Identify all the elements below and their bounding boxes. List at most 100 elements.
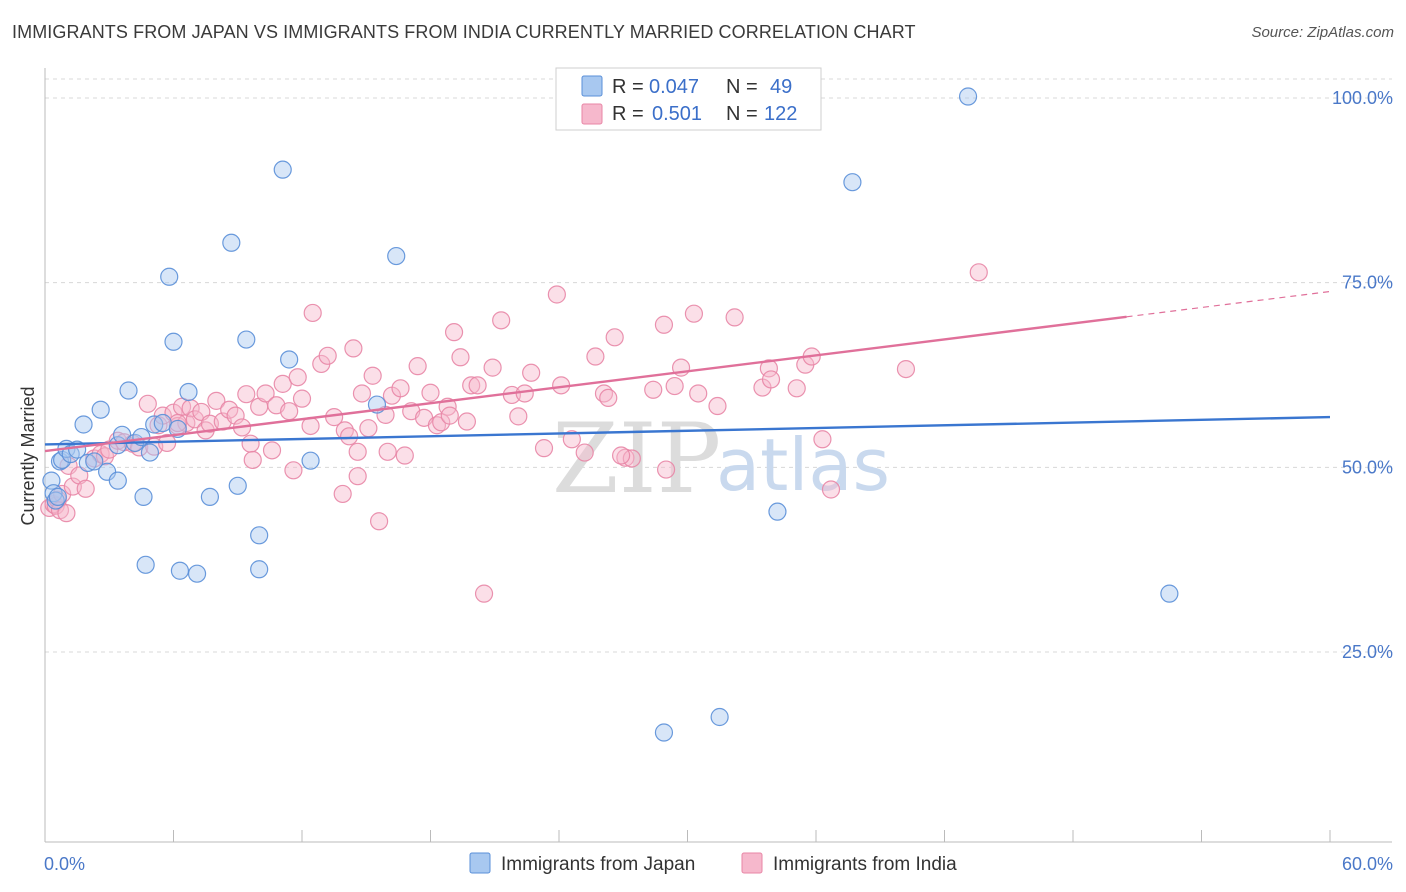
data-point [207, 391, 226, 410]
data-point [250, 526, 269, 545]
axes [44, 68, 1392, 843]
data-point [378, 442, 397, 461]
data-point [179, 382, 198, 402]
legend-japan-swatch [581, 75, 603, 97]
y-tick-label: 75.0% [1342, 273, 1393, 293]
data-point [483, 358, 502, 377]
data-point [359, 419, 378, 438]
data-point [654, 723, 674, 742]
x-tick-label: 0.0% [44, 854, 85, 874]
y-axis-label: Currently Married [18, 386, 38, 525]
legend: R = 0.047 N = 49 R = 0.501 N = 122 [555, 67, 822, 131]
data-point [370, 512, 389, 531]
data-point [969, 263, 988, 282]
data-point [256, 384, 275, 403]
data-point [665, 376, 684, 396]
legend-india-swatch [581, 103, 603, 125]
data-point [340, 427, 359, 446]
data-point [241, 434, 260, 453]
tick-labels: 25.0% 50.0% 75.0% 100.0% 0.0% 60.0% [44, 88, 1393, 874]
data-point [284, 461, 303, 480]
data-point [160, 267, 179, 286]
data-point [612, 446, 631, 465]
trend-line-japan [44, 415, 1331, 446]
data-point [243, 450, 262, 470]
data-point [444, 323, 464, 342]
data-point [586, 347, 605, 366]
data-point [228, 476, 247, 495]
bottom-legend-india: Immigrants from India [773, 854, 957, 875]
data-point [85, 452, 104, 471]
data-point [273, 374, 292, 393]
trend-lines [44, 290, 1331, 453]
data-point [787, 379, 806, 398]
data-point [515, 384, 534, 403]
data-point [140, 443, 160, 462]
data-point [170, 561, 190, 580]
data-point [575, 443, 594, 462]
data-point [303, 303, 322, 323]
data-point [348, 442, 367, 461]
data-point [654, 315, 674, 334]
watermark: ZIP atlas [552, 403, 890, 515]
data-point [843, 173, 862, 192]
data-point [408, 357, 427, 376]
legend-r-india: 0.501 [652, 103, 702, 125]
data-point [474, 584, 494, 603]
data-point [768, 502, 787, 521]
data-point [352, 384, 372, 403]
data-point [262, 441, 282, 460]
data-point [91, 400, 110, 419]
data-point [237, 330, 256, 349]
data-point [522, 363, 541, 382]
legend-r-japan: 0.047 [649, 76, 699, 98]
data-point [656, 460, 676, 479]
data-point [562, 430, 581, 449]
data-point [301, 451, 320, 470]
data-point [48, 487, 67, 506]
y-tick-label: 25.0% [1342, 642, 1393, 662]
data-point [710, 707, 729, 727]
gridlines [45, 78, 1392, 653]
data-point [761, 370, 781, 389]
data-point [187, 564, 207, 583]
data-point [391, 379, 410, 398]
legend-r-label-india: R = [612, 103, 644, 125]
legend-n-label-india: N = [726, 103, 758, 125]
data-point [896, 359, 916, 379]
data-point [344, 339, 363, 358]
data-point [222, 233, 241, 252]
legend-r-label-japan: R = [612, 76, 644, 98]
data-point [348, 467, 367, 486]
data-point [333, 484, 352, 504]
legend-n-india: 122 [764, 103, 797, 125]
data-point [237, 385, 256, 404]
data-point [462, 376, 481, 395]
data-point [78, 453, 97, 473]
data-point [759, 359, 778, 378]
source-label: Source: ZipAtlas.com [1251, 24, 1394, 41]
bottom-legend-japan: Immigrants from Japan [501, 854, 695, 875]
data-point [509, 407, 528, 426]
data-point [68, 440, 87, 459]
data-point [395, 446, 414, 465]
data-point [534, 439, 554, 458]
trend-line-india [44, 315, 1127, 453]
bottom-legend-japan-swatch [469, 852, 491, 874]
data-point [689, 384, 708, 403]
data-point [605, 328, 624, 347]
data-point [168, 413, 187, 433]
data-point [492, 311, 511, 330]
legend-n-label-japan: N = [726, 76, 758, 98]
data-point [226, 406, 245, 425]
data-point [280, 350, 299, 369]
data-point [57, 504, 76, 523]
legend-n-japan: 49 [770, 76, 792, 98]
data-point [708, 396, 727, 416]
data-point [250, 560, 269, 579]
data-point [547, 285, 566, 304]
trend-line-india-extension [1126, 290, 1331, 318]
data-point [958, 87, 978, 106]
data-point [387, 246, 406, 266]
